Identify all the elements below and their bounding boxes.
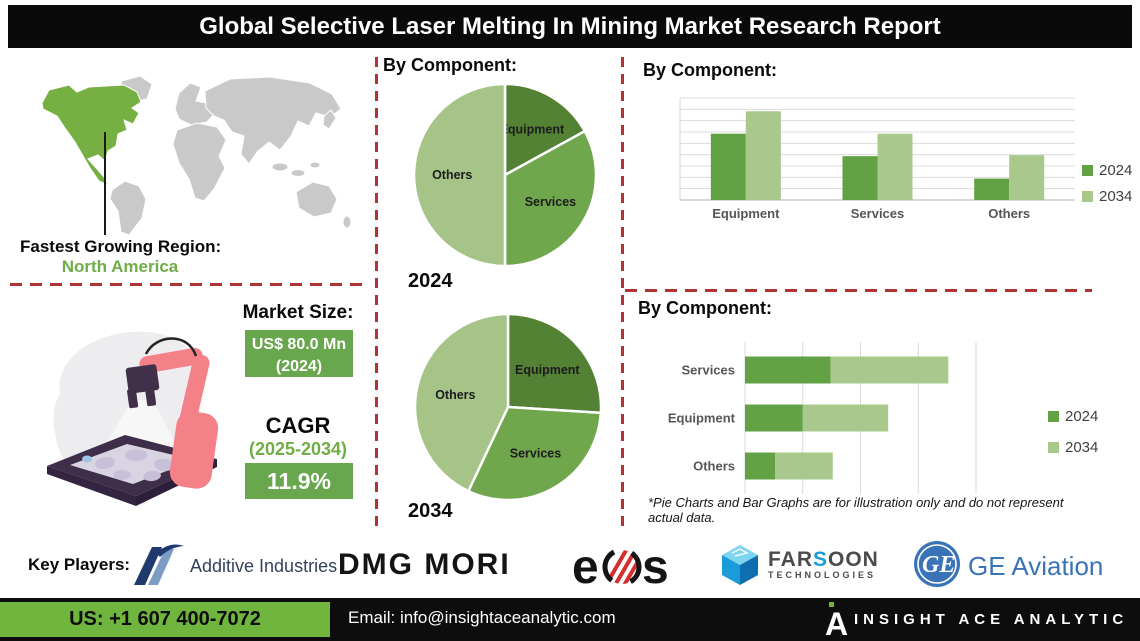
cagr-value-box: 11.9% [245, 463, 353, 499]
legend-swatch-2024 [1082, 165, 1093, 176]
legend-label-2034: 2034 [1099, 188, 1133, 205]
svg-text:Equipment: Equipment [712, 206, 780, 221]
stacked-bar-chart: Services Equipment Others [668, 342, 977, 494]
cagr-label: CAGR [265, 413, 331, 438]
dmg-mori-logo: DMG MORI [338, 548, 511, 581]
legend-item-2034: 2034 [1048, 439, 1098, 456]
ge-aviation-logo-text: GE Aviation [968, 551, 1104, 581]
pie-chart-2034: Equipment Services Others [413, 312, 603, 502]
svg-text:Others: Others [988, 206, 1030, 221]
legend-swatch-2034 [1082, 191, 1093, 202]
ge-monogram-text: GE [922, 552, 955, 578]
svg-text:Services: Services [682, 363, 736, 378]
svg-text:Equipment: Equipment [668, 411, 736, 426]
divider-horizontal-left [10, 283, 370, 286]
farsoon-logo: FARSOON TECHNOLOGIES [720, 543, 879, 587]
grouped-bar-legend: 2024 2034 [1082, 162, 1132, 214]
fastest-growing-region-value: North America [61, 257, 179, 276]
svg-text:Services: Services [510, 446, 561, 460]
fastest-growing-region-label: Fastest Growing Region: [20, 237, 222, 256]
insightace-brand-text: INSIGHT ACE ANALYTIC [854, 611, 1129, 628]
eos-letter-s: s [642, 541, 669, 591]
legend-label-2024: 2024 [1099, 162, 1133, 179]
svg-text:Others: Others [435, 388, 475, 402]
world-map [41, 75, 352, 236]
divider-vertical-right [621, 57, 624, 530]
legend-item-2024: 2024 [1048, 408, 1098, 425]
market-size-label: Market Size: [242, 302, 354, 323]
disclaimer-footnote: *Pie Charts and Bar Graphs are for illus… [648, 495, 1064, 525]
pie-2024-year-label: 2024 [408, 270, 453, 292]
eos-letter-e: e [572, 541, 599, 591]
svg-text:Services: Services [525, 195, 576, 209]
eos-logo: e s [572, 541, 669, 591]
additive-industries-logo-text: Additive Industries [190, 556, 338, 576]
region-pointer-line [104, 132, 106, 235]
divider-vertical-left [375, 57, 378, 530]
stacked-bar-legend: 2024 2034 [1048, 408, 1098, 465]
pie-chart-2024: Equipment Services Others [412, 82, 598, 268]
divider-horizontal-right [625, 289, 1092, 292]
legend-label-2024: 2024 [1065, 408, 1099, 425]
report-title: Global Selective Laser Melting In Mining… [199, 13, 941, 40]
slm-printer-illustration [47, 331, 219, 506]
legend-swatch-2034 [1048, 442, 1059, 453]
pie-2034-year-label: 2034 [408, 500, 453, 522]
farsoon-wordmark: FARSOON [768, 548, 879, 571]
market-size-value-box: US$ 80.0 Mn (2024) [245, 330, 353, 377]
footer-phone: US: +1 607 400-7072 [0, 602, 330, 637]
grouped-bar-chart: Equipment Services Others [679, 97, 1075, 221]
stacked-section-title: By Component: [638, 298, 772, 318]
farsoon-technologies-text: TECHNOLOGIES [768, 570, 877, 580]
report-title-banner: Global Selective Laser Melting In Mining… [8, 5, 1132, 48]
bar-section-title: By Component: [643, 60, 777, 80]
svg-text:Equipment: Equipment [500, 123, 565, 137]
market-size-period: (2024) [275, 357, 323, 375]
insightace-logo-icon: A [825, 602, 848, 638]
key-players-label: Key Players: [28, 555, 131, 574]
legend-item-2024: 2024 [1082, 162, 1132, 179]
svg-text:Others: Others [432, 168, 472, 182]
svg-text:Services: Services [851, 206, 905, 221]
footer-email: Email: info@insightaceanalytic.com [348, 608, 616, 627]
pie-section-title: By Component: [383, 55, 517, 75]
legend-label-2034: 2034 [1065, 439, 1099, 456]
cagr-period: (2025-2034) [248, 439, 348, 459]
legend-item-2034: 2034 [1082, 188, 1132, 205]
legend-swatch-2024 [1048, 411, 1059, 422]
svg-text:Others: Others [693, 459, 735, 474]
market-size-value: US$ 80.0 Mn [251, 336, 347, 353]
map-region-north-america [41, 84, 142, 187]
svg-text:Equipment: Equipment [515, 363, 580, 377]
farsoon-cube-icon [722, 545, 758, 585]
ge-monogram-icon: GE [914, 541, 960, 587]
svg-text:A: A [825, 606, 848, 638]
additive-industries-logo-icon [134, 544, 184, 585]
